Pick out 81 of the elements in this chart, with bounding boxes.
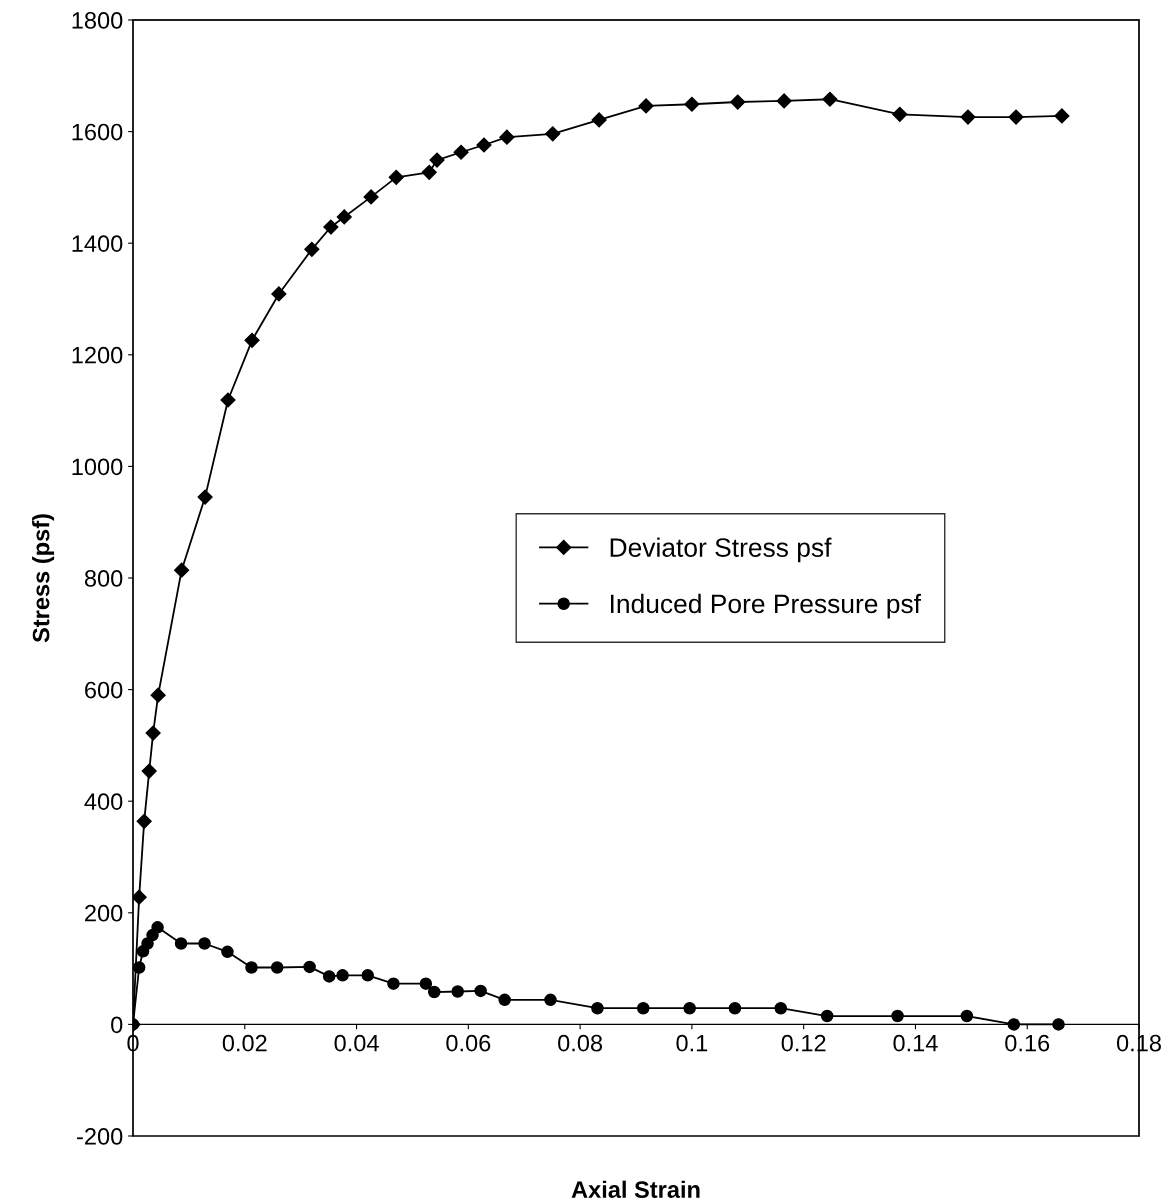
- point: [820, 1009, 834, 1023]
- y-tick-label: 0: [111, 1016, 123, 1034]
- point: [637, 1001, 650, 1015]
- point: [474, 984, 487, 998]
- point: [174, 562, 190, 578]
- x-tick-label: 0.06: [446, 1034, 491, 1052]
- point: [363, 189, 379, 205]
- point: [174, 937, 188, 950]
- y-tick-label: -200: [77, 1128, 123, 1145]
- x-tick-label: 0.12: [781, 1034, 826, 1052]
- point: [270, 961, 284, 974]
- y-tick-label: 800: [84, 570, 123, 587]
- point: [822, 91, 838, 107]
- x-tick-label: 0.16: [1005, 1034, 1050, 1052]
- point: [271, 286, 287, 302]
- point: [498, 993, 511, 1007]
- point: [361, 969, 374, 982]
- y-tick-label: 600: [85, 681, 123, 699]
- point: [197, 489, 213, 505]
- point: [730, 94, 746, 110]
- point: [1054, 108, 1070, 124]
- point: [1008, 109, 1024, 125]
- point: [421, 164, 437, 180]
- y-tick-label: 400: [84, 793, 123, 810]
- point: [1007, 1018, 1021, 1031]
- point: [638, 98, 654, 114]
- point: [591, 1001, 604, 1015]
- y-tick-label: 1000: [72, 458, 123, 476]
- point: [133, 961, 146, 974]
- x-tick-label: 0.08: [558, 1034, 603, 1052]
- point: [151, 921, 164, 934]
- point: [476, 137, 492, 153]
- point: [960, 109, 976, 125]
- y-axis-title: Stress (psf): [32, 514, 55, 643]
- x-tick-label: 0.1: [676, 1034, 708, 1052]
- point: [244, 332, 260, 348]
- y-tick-label: 1400: [72, 235, 123, 252]
- x-tick-label: 0.04: [334, 1034, 379, 1052]
- point: [245, 961, 258, 974]
- y-tick-label: 1800: [72, 12, 123, 29]
- point: [544, 993, 557, 1007]
- point: [728, 1001, 742, 1015]
- y-tick-label: 1200: [72, 346, 123, 364]
- point: [336, 969, 349, 982]
- point: [198, 937, 211, 950]
- point: [545, 126, 561, 142]
- point: [323, 219, 339, 235]
- point: [429, 152, 445, 168]
- point: [388, 169, 404, 185]
- y-tick-label: 1600: [72, 123, 123, 141]
- point: [150, 687, 166, 703]
- point: [304, 241, 320, 257]
- point: [221, 945, 234, 959]
- legend-label: Deviator Stress psf: [610, 537, 832, 563]
- point: [776, 93, 792, 109]
- x-tick-label: 0.14: [893, 1034, 938, 1052]
- point: [141, 763, 157, 779]
- point: [419, 977, 433, 990]
- point: [145, 725, 161, 741]
- point: [133, 889, 147, 905]
- point: [427, 985, 441, 999]
- point: [336, 209, 352, 225]
- point: [387, 977, 400, 990]
- point: [499, 129, 515, 145]
- point: [774, 1001, 788, 1015]
- x-tick-label: 0.02: [222, 1034, 267, 1052]
- point: [891, 1009, 904, 1023]
- point: [451, 985, 464, 998]
- x-axis-title: Axial Strain: [571, 1180, 700, 1198]
- point: [322, 970, 336, 983]
- legend-label: Induced Pore Pressure psf: [610, 593, 922, 619]
- point: [591, 112, 607, 128]
- point: [892, 106, 908, 122]
- point: [683, 1001, 696, 1015]
- point: [220, 392, 236, 408]
- point: [453, 144, 469, 160]
- y-tick-label: 200: [85, 904, 123, 922]
- point: [136, 813, 152, 829]
- point: [303, 960, 316, 974]
- point: [684, 96, 700, 112]
- point: [960, 1009, 974, 1023]
